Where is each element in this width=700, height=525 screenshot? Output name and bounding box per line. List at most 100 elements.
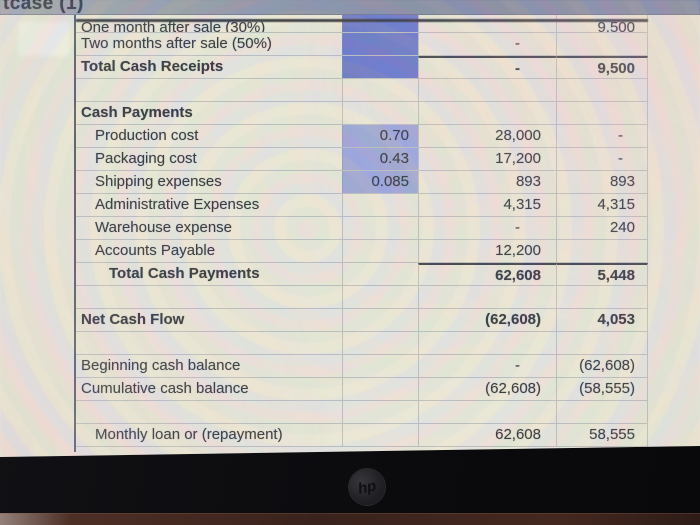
table-row: Warehouse expense -240	[76, 217, 648, 240]
cell-m1[interactable]: 17,200	[418, 148, 556, 170]
cell-m2[interactable]: 240	[556, 217, 648, 239]
cell-rate[interactable]	[342, 240, 418, 262]
cell-label[interactable]: Administrative Expenses	[95, 196, 260, 213]
table-row: Monthly loan or (repayment) 62,608 58,555	[76, 424, 648, 447]
table-row: Packaging cost 0.43 17,200-	[76, 148, 648, 171]
cell-label[interactable]: Beginning cash balance	[81, 357, 241, 374]
cell-m1[interactable]	[418, 102, 556, 124]
cell-label[interactable]: Warehouse expense	[95, 219, 233, 236]
hp-logo-text: hp	[356, 476, 378, 498]
cell-m1[interactable]	[418, 286, 556, 308]
cell-m2[interactable]	[556, 332, 648, 354]
cell-rate[interactable]	[342, 286, 418, 308]
cell-m2[interactable]	[556, 240, 648, 262]
table-left-border	[74, 13, 76, 452]
table-row	[76, 401, 648, 424]
cell-label[interactable]: Net Cash Flow	[81, 311, 185, 328]
cell-m1[interactable]: 62,608	[418, 263, 556, 285]
cell-m2[interactable]: -	[556, 148, 648, 170]
table-row: Shipping expenses 0.085 893 893	[76, 171, 648, 194]
cell-label[interactable]: Shipping expenses	[95, 173, 222, 190]
cell-m2[interactable]: 9,500	[556, 56, 648, 78]
cell-m2[interactable]: -	[556, 125, 648, 147]
cell-m1[interactable]: (62,608)	[418, 309, 556, 331]
cell-rate[interactable]	[342, 263, 418, 285]
cell-m2[interactable]	[556, 286, 648, 308]
cell-label[interactable]	[76, 332, 342, 354]
cell-m2[interactable]: 5,448	[556, 263, 648, 285]
cell-label[interactable]: Two months after sale (50%)	[81, 35, 272, 52]
cell-m1[interactable]	[418, 332, 556, 354]
cell-m1[interactable]: 4,315	[418, 194, 556, 216]
table-row: Total Cash Receipts -9,500	[76, 56, 648, 79]
cell-m2[interactable]: 893	[556, 171, 648, 193]
cell-m2[interactable]: 4,053	[556, 309, 648, 331]
screen-reflection	[18, 22, 70, 56]
cell-m1[interactable]	[418, 13, 556, 32]
cell-rate[interactable]: 0.43	[342, 148, 418, 170]
cell-m2[interactable]: 9,500	[556, 13, 648, 32]
window-titlebar: tcase (1)	[0, 0, 700, 15]
cell-m2[interactable]: (62,608)	[556, 355, 648, 377]
table-row: Beginning cash balance - (62,608)	[76, 355, 648, 378]
cell-label[interactable]	[76, 401, 342, 423]
table-row: Cumulative cash balance (62,608) (58,555)	[76, 378, 648, 401]
cell-rate[interactable]	[342, 13, 418, 32]
cell-rate[interactable]	[342, 217, 418, 239]
cell-rate[interactable]	[342, 424, 418, 446]
table-row	[76, 332, 648, 355]
cell-label[interactable]: Cumulative cash balance	[81, 380, 249, 397]
cell-m1[interactable]: -	[418, 355, 556, 377]
cell-m1[interactable]	[418, 401, 556, 423]
cell-m2[interactable]	[556, 33, 648, 55]
cell-m1[interactable]: -	[418, 56, 556, 78]
table-row: Administrative Expenses 4,315 4,315	[76, 194, 648, 217]
cell-rate[interactable]	[342, 194, 418, 216]
cell-label[interactable]: Cash Payments	[81, 104, 193, 121]
cell-label[interactable]: One month after sale (30%)	[81, 19, 266, 32]
cell-label[interactable]: Packaging cost	[95, 150, 197, 167]
cell-label[interactable]: Total Cash Receipts	[81, 58, 224, 75]
cell-m2[interactable]	[556, 102, 648, 124]
cell-m1[interactable]: 893	[418, 171, 556, 193]
cell-m1[interactable]: 12,200	[418, 240, 556, 262]
cell-label[interactable]: Total Cash Payments	[109, 265, 260, 282]
table-row: Production cost 0.70 28,000-	[76, 125, 648, 148]
table-row: Two months after sale (50%) -	[76, 33, 648, 56]
table-row: Net Cash Flow (62,608) 4,053	[76, 309, 648, 332]
cell-m1[interactable]	[418, 79, 556, 101]
cell-label[interactable]	[76, 286, 342, 308]
cell-rate[interactable]	[342, 332, 418, 354]
cell-m2[interactable]: (58,555)	[556, 378, 648, 400]
cell-label[interactable]: Production cost	[95, 127, 199, 144]
cell-rate[interactable]	[342, 56, 418, 78]
table-row	[76, 79, 648, 102]
cell-label[interactable]: Accounts Payable	[95, 242, 216, 259]
cell-rate[interactable]	[342, 102, 418, 124]
cell-m2[interactable]: 4,315	[556, 194, 648, 216]
cell-label[interactable]: Monthly loan or (repayment)	[95, 426, 283, 443]
cell-m2[interactable]	[556, 401, 648, 423]
cell-rate[interactable]: 0.70	[342, 125, 418, 147]
cell-m1[interactable]: 28,000	[418, 125, 556, 147]
table-row: One month after sale (30%) 9,500	[76, 13, 648, 33]
desk-surface	[0, 513, 700, 525]
cell-rate[interactable]	[342, 378, 418, 400]
cell-m1[interactable]: -	[418, 217, 556, 239]
cell-rate[interactable]	[342, 355, 418, 377]
cell-m2[interactable]: 58,555	[556, 424, 648, 446]
table-top-border	[76, 19, 648, 22]
cell-rate[interactable]	[342, 33, 418, 55]
cell-m1[interactable]: 62,608	[418, 424, 556, 446]
window-title: tcase (1)	[3, 0, 84, 14]
cell-rate[interactable]	[342, 401, 418, 423]
cell-m1[interactable]: (62,608)	[418, 378, 556, 400]
table-row: Total Cash Payments 62,608 5,448	[76, 263, 648, 286]
cell-m2[interactable]	[556, 79, 648, 101]
cell-rate[interactable]	[342, 79, 418, 101]
cell-m1[interactable]: -	[418, 33, 556, 55]
cell-label[interactable]	[76, 79, 342, 101]
cell-rate[interactable]: 0.085	[342, 171, 418, 193]
cell-rate[interactable]	[342, 309, 418, 331]
